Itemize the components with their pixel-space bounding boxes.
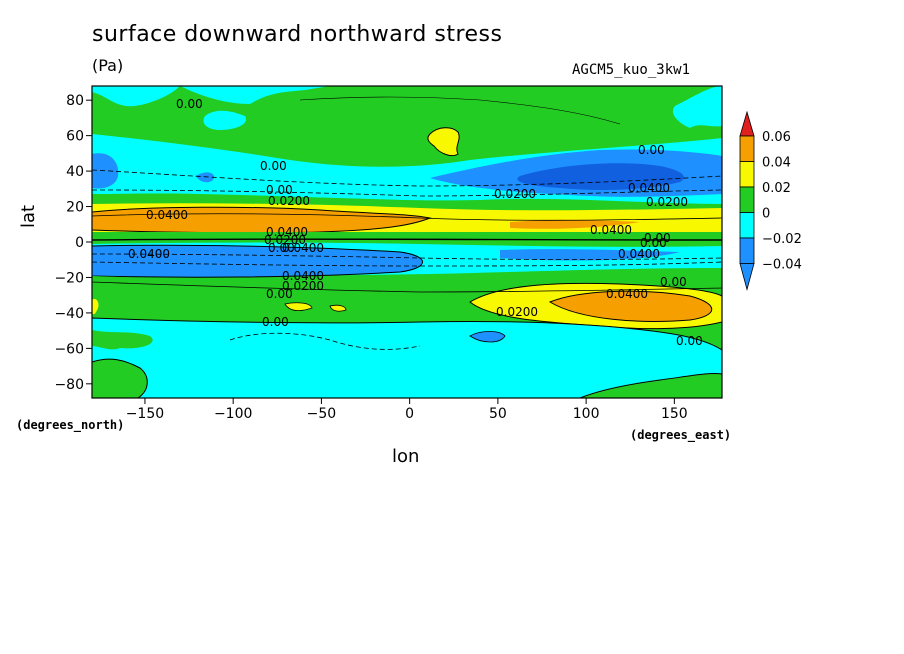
- contour-label: 0.00: [638, 143, 665, 157]
- contour-label: 0.0400: [128, 247, 170, 261]
- y-tick-label: 60: [66, 129, 84, 145]
- colorbar-swatch: [739, 237, 755, 264]
- colorbar: 0.06 0.04 0.02 0 −0.02 −0.04: [739, 110, 802, 292]
- x-axis-unit-label: (degrees_east): [630, 428, 732, 442]
- contour-label: 0.00: [660, 275, 687, 289]
- contour-label: 0.0200: [264, 233, 306, 247]
- north-west-cyan-region: [92, 86, 180, 107]
- south-yellow-blob-1: [284, 302, 313, 312]
- north-east-cyan-region: [672, 86, 722, 128]
- contour-label: 0.00: [266, 183, 293, 197]
- y-tick-label: 20: [66, 200, 84, 216]
- plot-fill-area: [92, 86, 722, 398]
- contour-label: 0.0400: [606, 287, 648, 301]
- north-cyan-blob-2: [180, 86, 330, 104]
- colorbar-label: 0.06: [762, 130, 791, 145]
- contour-label: 0.00: [262, 315, 289, 329]
- southern-ocean-cyan-region: [92, 317, 722, 398]
- chart-units: (Pa): [92, 56, 124, 75]
- y-tick-label: −40: [54, 306, 84, 322]
- y-tick-label: 40: [66, 164, 84, 180]
- contour-label: 0.0200: [268, 194, 310, 208]
- contour-label: 0.0200: [496, 305, 538, 319]
- colorbar-label: 0.04: [762, 156, 791, 171]
- chart-title: surface downward northward stress: [92, 22, 503, 47]
- north-blue-blob-small: [196, 172, 215, 183]
- x-tick-label: −50: [307, 406, 337, 422]
- y-tick-label: −20: [54, 270, 84, 286]
- contour-line-zero-eq: [92, 238, 722, 241]
- contour-label: 0.00: [268, 241, 295, 255]
- colorbar-swatch: [739, 186, 755, 213]
- contour-label: 0.0400: [266, 225, 308, 239]
- contour-label: 0.00: [640, 236, 667, 250]
- south-tropical-blue-east: [500, 249, 680, 261]
- colorbar-swatch: [739, 212, 755, 239]
- antarctic-green-east: [579, 373, 722, 398]
- south-green-blob-west: [92, 330, 153, 350]
- colorbar-label: 0: [762, 207, 770, 222]
- y-tick-label: 80: [66, 93, 84, 109]
- y-axis: 80 60 40 20 0 −20 −40 −60 −80: [54, 93, 92, 393]
- colorbar-label: 0.02: [762, 181, 791, 196]
- north-orange-streak: [510, 219, 640, 229]
- colorbar-label: −0.02: [762, 232, 802, 247]
- x-axis-label: lon: [392, 446, 420, 467]
- x-axis: −150 −100 −50 0 50 100 150: [126, 398, 688, 422]
- south-blue-blob: [469, 331, 506, 343]
- contour-label: 0.0200: [494, 187, 536, 201]
- contour-label: 0.0400: [628, 181, 670, 195]
- contour-line-3: [92, 213, 722, 221]
- contour-line-6: [92, 281, 722, 293]
- contour-line-4: [92, 253, 722, 260]
- contour-label: 0.0400: [618, 247, 660, 261]
- contour-label: 0.0400: [590, 223, 632, 237]
- contour-label: 0.0200: [282, 279, 324, 293]
- contour-label: 0.0400: [282, 269, 324, 283]
- contour-label: 0.0400: [146, 208, 188, 222]
- x-tick-label: 100: [573, 406, 600, 422]
- antarctic-green-west: [92, 358, 148, 398]
- south-orange-region: [548, 290, 713, 322]
- south-yellow-blob-2: [329, 304, 347, 312]
- colorbar-label: −0.04: [762, 258, 802, 273]
- contour-line-7: [229, 332, 421, 350]
- y-tick-label: 0: [75, 235, 84, 251]
- x-tick-label: 0: [405, 406, 414, 422]
- x-tick-label: −100: [214, 406, 252, 422]
- contour-labels: 0.00 0.00 0.00 0.0200 0.0400 0.0400 0.02…: [128, 97, 703, 348]
- contour-label: 0.00: [644, 231, 671, 245]
- north-blue-blob-west: [92, 153, 119, 189]
- greenland-yellow-blob: [427, 127, 460, 157]
- contour-label: 0.0400: [282, 241, 324, 255]
- y-tick-label: −80: [54, 377, 84, 393]
- colorbar-arrow-bottom: [739, 263, 755, 292]
- x-tick-label: 50: [489, 406, 507, 422]
- north-green-strip: [92, 194, 722, 214]
- contour-label: 0.00: [266, 287, 293, 301]
- colorbar-arrow-top: [739, 110, 755, 137]
- south-tropical-blue-band: [92, 244, 423, 278]
- y-tick-label: −60: [54, 341, 84, 357]
- contour-label: 0.0200: [646, 195, 688, 209]
- contour-label: 0.00: [676, 334, 703, 348]
- contour-label: 0.00: [176, 97, 203, 111]
- contour-line-2: [92, 189, 722, 197]
- colorbar-swatch: [739, 135, 755, 162]
- contour-label: 0.00: [260, 159, 287, 173]
- x-tick-label: −150: [126, 406, 164, 422]
- x-tick-label: 150: [661, 406, 688, 422]
- colorbar-swatch: [739, 161, 755, 188]
- run-name: AGCM5_kuo_3kw1: [572, 62, 691, 78]
- y-axis-label: lat: [18, 204, 39, 228]
- contour-line-1: [92, 169, 722, 187]
- y-axis-unit-label: (degrees_north): [16, 418, 125, 432]
- south-west-yellow-blob: [92, 298, 99, 315]
- contour-line-8: [299, 96, 621, 125]
- contour-line-5: [92, 261, 722, 267]
- north-cyan-blob-1: [203, 110, 247, 130]
